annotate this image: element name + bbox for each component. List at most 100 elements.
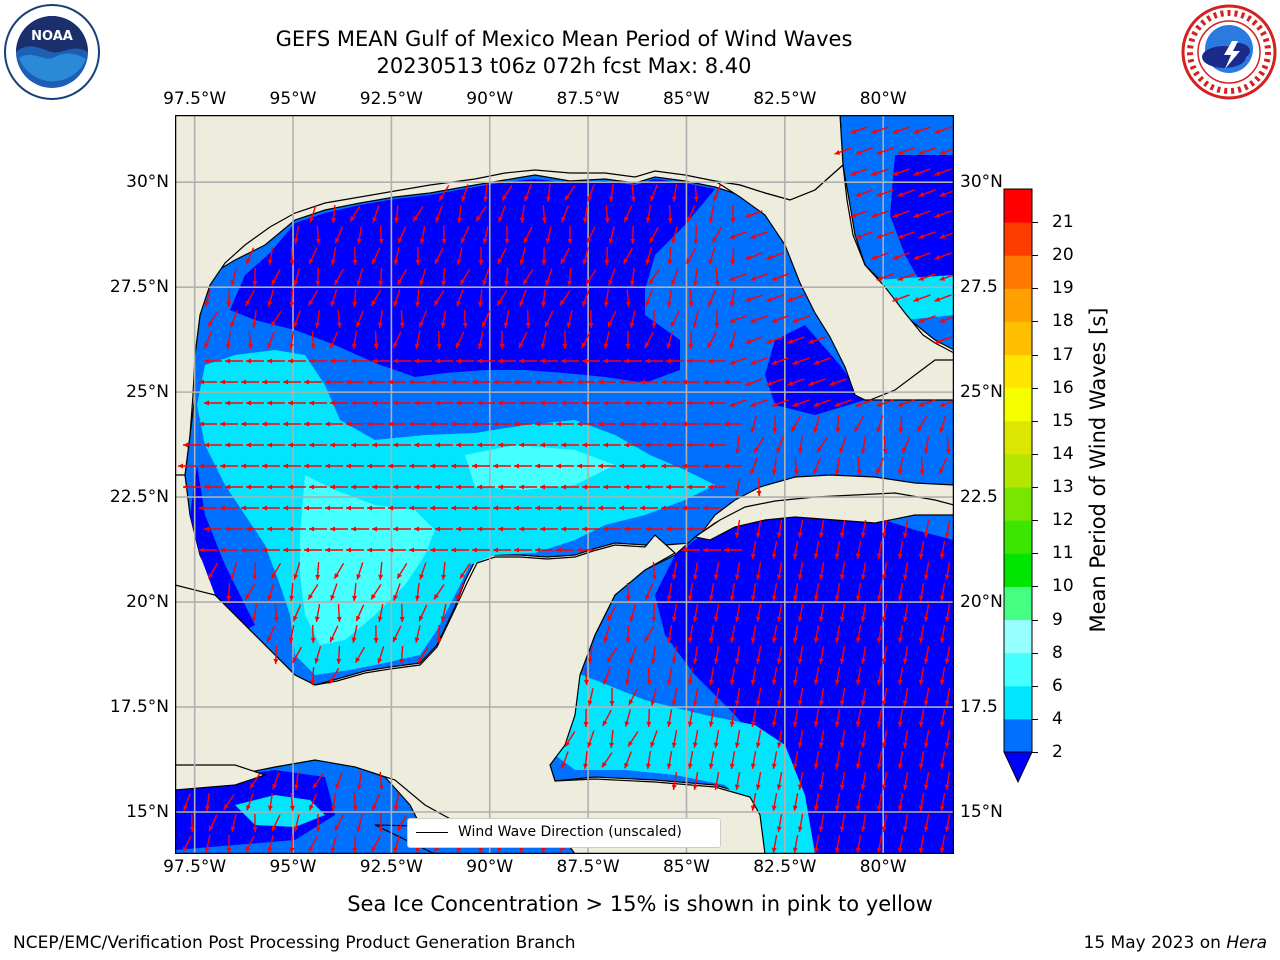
wave-direction-arrow <box>330 583 338 601</box>
wave-direction-arrow <box>288 331 295 349</box>
wave-direction-arrow <box>481 310 491 328</box>
wave-direction-arrow <box>434 247 444 265</box>
wave-direction-arrow <box>336 645 342 665</box>
wave-direction-arrow <box>776 520 783 538</box>
wave-direction-arrow <box>540 526 558 532</box>
wave-direction-arrow <box>670 310 680 328</box>
map-plot <box>175 115 954 854</box>
wave-direction-arrow <box>283 379 301 385</box>
wave-direction-arrow <box>708 205 715 223</box>
wave-direction-arrow <box>252 309 257 329</box>
wave-direction-arrow <box>370 289 382 307</box>
wave-direction-arrow <box>818 688 825 706</box>
wave-direction-arrow <box>377 604 384 622</box>
wave-direction-arrow <box>477 358 495 364</box>
wave-direction-arrow <box>262 463 280 469</box>
wave-direction-arrow <box>713 772 720 790</box>
wave-direction-arrow <box>834 147 852 155</box>
wave-direction-arrow <box>499 330 505 350</box>
wave-direction-arrow <box>750 793 757 811</box>
sea-ice-note: Sea Ice Concentration > 15% is shown in … <box>347 892 933 916</box>
wave-direction-arrow <box>745 294 763 302</box>
credit-right: 15 May 2023 on Hera <box>1084 933 1268 953</box>
wave-direction-arrow <box>456 358 474 364</box>
wave-direction-arrow <box>498 484 516 490</box>
wave-direction-arrow <box>307 583 319 601</box>
wave-direction-arrow <box>336 603 342 623</box>
wave-direction-arrow <box>561 751 569 769</box>
plot-subtitle: 20230513 t06z 072h fcst Max: 8.40 <box>376 54 752 78</box>
wave-direction-arrow <box>346 463 364 469</box>
wave-direction-arrow <box>708 400 726 406</box>
credit-host: Hera <box>1226 933 1267 953</box>
wave-direction-arrow <box>581 331 591 349</box>
wave-direction-arrow <box>835 414 841 434</box>
wave-direction-arrow <box>267 583 275 601</box>
wave-direction-arrow <box>392 625 402 643</box>
wave-direction-arrow <box>315 225 321 245</box>
wave-direction-arrow <box>619 421 637 427</box>
lon-tick-label-top: 82.5°W <box>753 89 817 109</box>
wave-direction-arrow <box>771 315 789 323</box>
wave-direction-arrow <box>241 547 259 553</box>
wave-direction-arrow <box>703 505 721 511</box>
wave-direction-arrow <box>818 604 825 622</box>
wave-direction-arrow <box>346 379 364 385</box>
period-lt2-mexico-coast <box>190 465 255 635</box>
wave-direction-arrow <box>901 436 911 454</box>
wave-direction-arrow <box>430 379 448 385</box>
wave-direction-arrow <box>351 331 358 349</box>
wave-direction-arrow <box>687 625 694 643</box>
wave-direction-arrow <box>855 625 862 643</box>
wave-direction-arrow <box>535 505 553 511</box>
wave-direction-arrow <box>393 793 400 811</box>
wave-direction-arrow <box>812 457 822 475</box>
wave-direction-arrow <box>755 562 762 580</box>
wave-direction-arrow <box>418 310 428 328</box>
wave-direction-arrow <box>640 421 658 427</box>
wave-direction-arrow <box>556 379 574 385</box>
wave-direction-arrow <box>226 288 232 308</box>
wave-direction-arrow <box>267 484 285 490</box>
wave-direction-arrow <box>918 583 925 601</box>
wave-direction-arrow <box>267 792 273 812</box>
colorbar-tick-label: 20 <box>1052 245 1074 266</box>
map-legend: Wind Wave Direction (unscaled) <box>407 818 721 848</box>
colorbar-tick-label: 17 <box>1052 344 1074 365</box>
wave-direction-arrow <box>667 246 673 266</box>
wave-direction-arrow <box>913 294 931 302</box>
wave-direction-arrow <box>372 400 390 406</box>
wave-direction-arrow <box>797 772 804 790</box>
wave-direction-arrow <box>776 772 783 790</box>
colorbar-tick-mark <box>1032 652 1038 654</box>
wave-direction-arrow <box>283 421 301 427</box>
colorbar-segment <box>1004 453 1032 488</box>
wave-direction-arrow <box>881 688 888 706</box>
wave-direction-arrow <box>399 309 405 329</box>
wave-direction-arrow <box>419 562 427 580</box>
wave-direction-arrow <box>755 772 762 790</box>
wave-direction-arrow <box>367 421 385 427</box>
wave-direction-arrow <box>457 204 462 224</box>
wave-direction-arrow <box>545 268 553 286</box>
wave-direction-arrow <box>435 400 453 406</box>
plot-title: GEFS MEAN Gulf of Mexico Mean Period of … <box>275 27 853 51</box>
wave-direction-arrow <box>771 273 789 281</box>
wave-direction-arrow <box>944 814 951 832</box>
wave-direction-arrow <box>586 226 596 244</box>
wave-direction-arrow <box>629 310 636 328</box>
wave-direction-arrow <box>409 505 427 511</box>
wave-direction-arrow <box>230 562 238 580</box>
wave-direction-arrow <box>567 226 573 244</box>
wave-direction-arrow <box>441 225 447 245</box>
wave-direction-arrow <box>750 357 768 365</box>
wave-direction-arrow <box>477 400 495 406</box>
wave-direction-arrow <box>267 400 285 406</box>
wave-direction-arrow <box>451 463 469 469</box>
wave-direction-arrow <box>734 604 741 622</box>
wave-direction-arrow <box>561 526 579 532</box>
wave-direction-arrow <box>729 709 736 727</box>
wave-direction-arrow <box>892 252 910 260</box>
wave-direction-arrow <box>519 358 537 364</box>
wave-direction-arrow <box>438 184 450 202</box>
